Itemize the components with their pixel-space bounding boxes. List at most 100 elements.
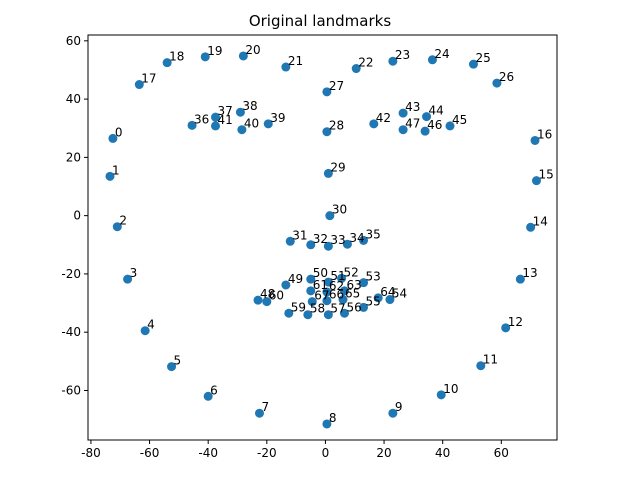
landmark-point — [369, 119, 379, 129]
landmark-point — [211, 112, 221, 122]
landmark-point — [526, 222, 536, 232]
landmark-point — [530, 135, 540, 145]
landmark-label: 9 — [395, 400, 403, 414]
landmark-point — [211, 121, 221, 131]
landmark-label: 16 — [537, 127, 552, 141]
landmark-point — [322, 127, 332, 137]
landmark-label: 49 — [288, 272, 303, 286]
landmark-label: 66 — [329, 288, 344, 302]
landmark-label: 53 — [366, 270, 381, 284]
landmark-point — [235, 107, 245, 117]
landmark-point — [342, 239, 352, 249]
x-tick-label: 40 — [435, 446, 450, 460]
landmark-point — [359, 235, 369, 245]
x-tick-label: -60 — [140, 446, 160, 460]
landmark-label: 22 — [358, 56, 373, 70]
landmark-point — [203, 391, 213, 401]
landmark-point — [140, 326, 150, 336]
landmark-label: 15 — [538, 168, 553, 182]
landmark-label: 63 — [346, 278, 361, 292]
landmark-label: 38 — [242, 99, 257, 113]
landmark-label: 27 — [329, 79, 344, 93]
landmark-point — [501, 323, 511, 333]
landmark-point — [339, 286, 349, 296]
x-tick-label: -80 — [81, 446, 101, 460]
landmark-point — [337, 273, 347, 283]
landmark-point — [303, 310, 313, 320]
landmark-label: 45 — [452, 113, 467, 127]
landmark-point — [285, 236, 295, 246]
landmark-point — [492, 78, 502, 88]
landmark-point — [388, 56, 398, 66]
y-tick-label: -20 — [61, 267, 81, 281]
landmark-label: 7 — [261, 400, 269, 414]
landmark-point — [306, 274, 316, 284]
landmark-label: 30 — [332, 203, 347, 217]
x-axis: -80 -60 -40 -20 0 20 40 60 — [81, 440, 509, 460]
landmark-label: 65 — [345, 287, 360, 301]
landmark-label: 59 — [291, 300, 306, 314]
landmark-point — [105, 171, 115, 181]
landmark-point — [108, 133, 118, 143]
landmark-label: 67 — [314, 289, 329, 303]
landmark-label: 54 — [392, 287, 407, 301]
landmark-label: 14 — [533, 214, 548, 228]
landmark-point — [359, 302, 369, 312]
landmark-label: 20 — [245, 43, 260, 57]
landmark-label: 13 — [522, 266, 537, 280]
landmark-label: 51 — [330, 269, 345, 283]
landmark-point — [322, 296, 332, 306]
landmark-point — [306, 286, 316, 296]
landmark-label: 42 — [376, 111, 391, 125]
landmark-label: 12 — [508, 315, 523, 329]
landmark-label: 8 — [329, 411, 337, 425]
landmark-label: 3 — [130, 266, 138, 280]
landmark-point — [385, 295, 395, 305]
y-tick-label: 40 — [66, 92, 81, 106]
landmark-point — [398, 125, 408, 135]
landmark-label: 29 — [330, 160, 345, 174]
landmark-point — [323, 310, 333, 320]
landmark-label: 17 — [141, 72, 156, 86]
y-tick-label: -60 — [61, 383, 81, 397]
landmark-point — [322, 287, 332, 297]
landmark-label: 60 — [269, 289, 284, 303]
landmark-label: 37 — [218, 104, 233, 118]
landmark-label: 19 — [207, 44, 222, 58]
landmark-label: 64 — [380, 285, 395, 299]
landmark-point — [531, 176, 541, 186]
landmark-label: 50 — [313, 266, 328, 280]
landmark-label: 5 — [174, 354, 182, 368]
landmark-point — [284, 308, 294, 318]
landmark-point — [281, 62, 291, 72]
landmark-point — [322, 419, 332, 429]
landmark-point — [468, 59, 478, 69]
landmark-label: 55 — [366, 294, 381, 308]
landmark-label: 26 — [499, 70, 514, 84]
y-tick-label: 60 — [66, 34, 81, 48]
landmark-label: 46 — [427, 118, 442, 132]
landmark-point — [359, 278, 369, 288]
landmark-point — [162, 58, 172, 68]
landmark-point — [281, 280, 291, 290]
data-points — [105, 51, 541, 429]
landmark-point — [436, 390, 446, 400]
landmark-label: 35 — [366, 227, 381, 241]
landmark-label: 4 — [147, 318, 155, 332]
landmark-label: 21 — [288, 54, 303, 68]
landmark-point — [253, 295, 263, 305]
y-tick-label: 20 — [66, 150, 81, 164]
x-tick-label: -40 — [198, 446, 218, 460]
landmark-point — [134, 80, 144, 90]
landmark-point — [323, 241, 333, 251]
landmark-point — [307, 297, 317, 307]
landmark-label: 28 — [329, 119, 344, 133]
landmark-label: 40 — [244, 117, 259, 131]
landmark-label: 11 — [483, 353, 498, 367]
landmark-point — [262, 297, 272, 307]
y-axis: -60 -40 -20 0 20 40 60 — [61, 34, 88, 397]
landmark-point — [200, 52, 210, 62]
landmark-point — [388, 408, 398, 418]
landmark-label: 39 — [270, 111, 285, 125]
